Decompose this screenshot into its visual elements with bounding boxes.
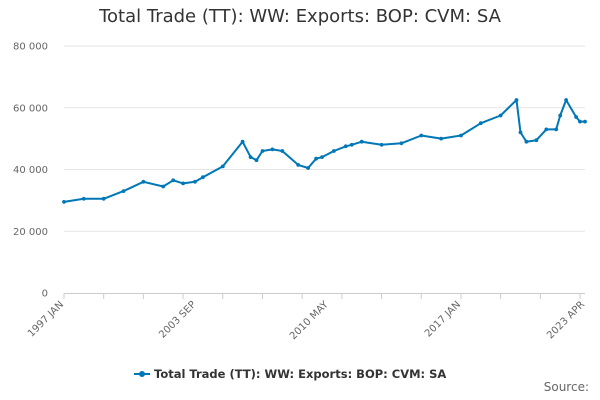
- data-point: [193, 179, 197, 184]
- data-point: [201, 175, 205, 180]
- data-point: [248, 155, 253, 160]
- data-point: [260, 149, 265, 153]
- data-point: [379, 142, 384, 147]
- data-point: [296, 163, 301, 167]
- data-point: [101, 196, 106, 201]
- data-point: [240, 139, 245, 144]
- data-point: [306, 166, 310, 170]
- legend[interactable]: Total Trade (TT): WW: Exports: BOP: CVM:…: [134, 367, 446, 381]
- legend-label[interactable]: Total Trade (TT): WW: Exports: BOP: CVM:…: [154, 367, 446, 381]
- legend-dot-marker: [139, 371, 145, 377]
- data-point: [349, 142, 354, 147]
- x-axis-ticks: 1997 JAN 2003 SEP 2010 MAY 2017 JAN 2023 APR: [26, 299, 587, 342]
- data-point: [578, 119, 582, 124]
- data-point: [518, 130, 523, 135]
- data-point: [544, 127, 549, 132]
- data-point: [62, 200, 66, 204]
- data-point: [343, 144, 348, 149]
- y-tick-label: 80 000: [13, 42, 48, 53]
- data-point: [171, 178, 176, 183]
- data-point: [558, 113, 563, 118]
- x-axis: [63, 293, 585, 299]
- data-point: [583, 119, 587, 124]
- data-point: [141, 179, 146, 184]
- data-point: [280, 149, 285, 153]
- data-point: [121, 189, 126, 194]
- data-point: [498, 113, 503, 118]
- y-axis-ticks: 0 20 000 40 000 60 000 80 000: [13, 42, 48, 300]
- data-point: [554, 127, 559, 132]
- data-point: [574, 115, 578, 119]
- x-tick-label: 2023 APR: [545, 299, 587, 341]
- data-point: [459, 133, 463, 138]
- data-point: [478, 121, 483, 126]
- y-tick-label: 0: [42, 289, 48, 300]
- data-point: [514, 98, 519, 102]
- data-point: [314, 156, 318, 161]
- y-tick-label: 60 000: [13, 103, 48, 114]
- data-point: [399, 141, 404, 146]
- data-point: [254, 158, 259, 163]
- x-tick-label: 2017 JAN: [423, 299, 463, 339]
- grid-lines: [64, 45, 585, 232]
- x-tick-label: 1997 JAN: [26, 299, 66, 339]
- data-point: [161, 184, 166, 189]
- series-line: [63, 99, 585, 203]
- data-point: [270, 147, 275, 152]
- data-point: [439, 136, 443, 141]
- chart-title: Total Trade (TT): WW: Exports: BOP: CVM:…: [99, 6, 501, 27]
- source-label: Source:: [543, 380, 589, 394]
- data-point: [332, 149, 336, 153]
- data-point: [419, 133, 424, 138]
- data-point: [524, 139, 529, 144]
- series-layer: [62, 98, 587, 204]
- data-point: [564, 98, 568, 102]
- data-point: [534, 138, 539, 143]
- data-point: [359, 139, 364, 144]
- x-tick-label: 2003 SEP: [157, 299, 198, 340]
- x-tick-label: 2010 MAY: [288, 299, 331, 342]
- data-point: [81, 196, 86, 201]
- y-tick-label: 40 000: [13, 165, 48, 176]
- y-tick-label: 20 000: [13, 227, 48, 238]
- data-point: [320, 155, 324, 160]
- data-point: [220, 164, 225, 169]
- data-point: [181, 181, 186, 186]
